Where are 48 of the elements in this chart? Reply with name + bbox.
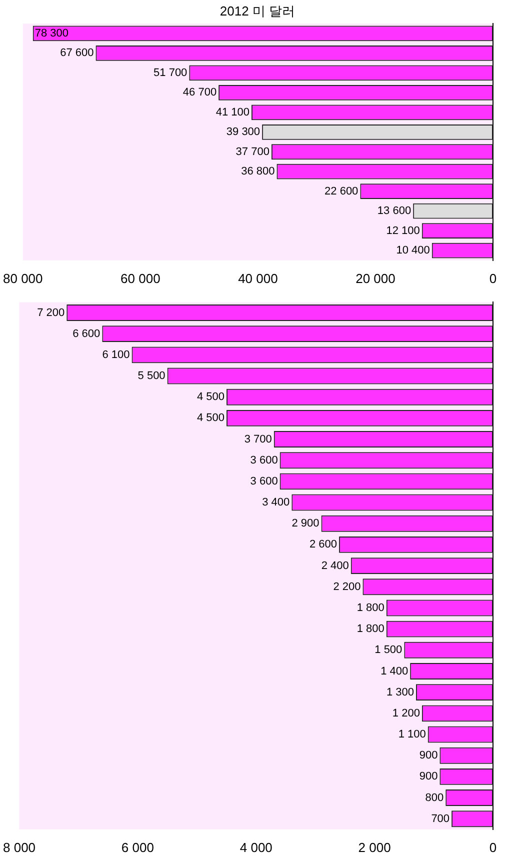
data-label: 41 100 — [216, 106, 250, 118]
data-label: 1 300 — [386, 686, 414, 698]
data-label: 1 800 — [356, 602, 384, 614]
data-label: 67 600 — [60, 47, 94, 60]
data-label: 12 100 — [386, 224, 420, 237]
x-tick-label: 40 000 — [238, 270, 278, 286]
x-tick-label: 2 000 — [358, 840, 391, 855]
data-label: 10 400 — [396, 244, 430, 257]
x-tick-label: 0 — [489, 270, 497, 286]
data-label: 6 100 — [102, 348, 130, 361]
data-label: 6 600 — [72, 328, 100, 340]
x-tick-label: 0 — [489, 840, 497, 855]
data-label: 1 800 — [356, 623, 384, 636]
x-tick-label: 80 000 — [3, 270, 43, 286]
data-label: 1 100 — [398, 728, 426, 741]
x-tick-label: 4 000 — [240, 840, 272, 855]
data-label: 7 200 — [37, 306, 65, 319]
x-tick-label: 20 000 — [356, 270, 396, 286]
chart-title: 2012 미 달러 — [220, 3, 296, 18]
data-label: 4 500 — [196, 391, 225, 404]
data-label: 700 — [431, 812, 450, 825]
data-label: 3 700 — [244, 433, 272, 446]
data-label: 1 200 — [392, 707, 420, 720]
data-label: 2 200 — [333, 580, 361, 593]
x-tick-label: 6 000 — [121, 840, 154, 855]
data-label: 2 400 — [321, 560, 349, 572]
data-label: 3 600 — [250, 454, 278, 466]
data-label: 46 700 — [182, 86, 217, 99]
data-label: 13 600 — [377, 205, 412, 218]
x-tick-label: 8 000 — [2, 840, 36, 855]
data-label: 900 — [419, 750, 438, 762]
data-label: 1 500 — [374, 644, 402, 656]
data-label: 1 400 — [380, 665, 408, 678]
data-label: 4 500 — [196, 412, 225, 424]
data-label: 36 800 — [241, 166, 275, 178]
data-label: 900 — [419, 770, 438, 783]
data-label: 78 300 — [34, 28, 69, 40]
data-label: 800 — [425, 792, 444, 804]
data-label: 3 400 — [262, 496, 290, 509]
data-label: 2 900 — [292, 518, 320, 530]
data-label: 51 700 — [154, 66, 188, 79]
data-label: 22 600 — [324, 185, 358, 198]
data-label: 37 700 — [236, 146, 270, 158]
data-label: 39 300 — [226, 126, 260, 138]
data-label: 2 600 — [310, 538, 338, 551]
data-label: 5 500 — [138, 370, 166, 382]
data-label: 3 600 — [250, 475, 278, 488]
x-tick-label: 60 000 — [120, 270, 160, 286]
